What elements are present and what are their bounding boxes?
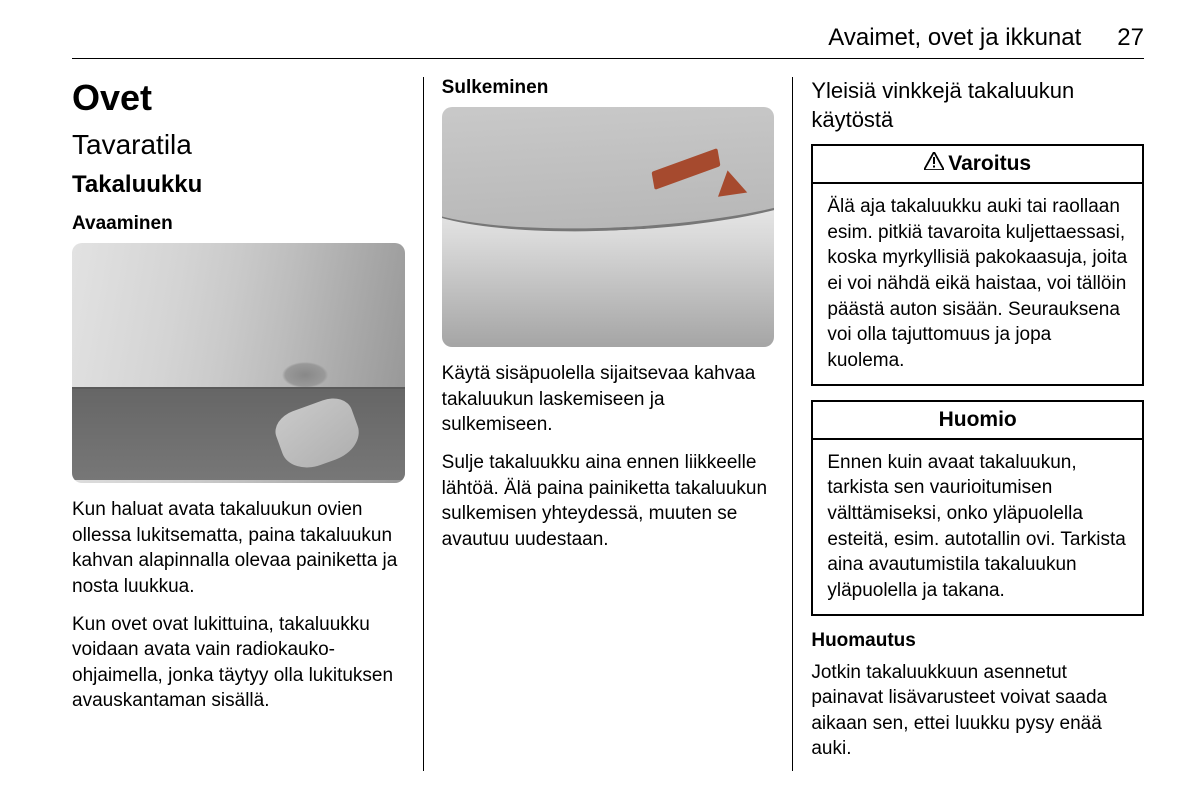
illustration-open-tailgate [72,243,405,483]
para-huomautus: Jotkin takaluukkuun asennetut painavat l… [811,660,1144,763]
notice-body: Ennen kuin avaat takaluukun, tarkista se… [813,440,1142,614]
heading-avaaminen: Avaaminen [72,213,405,235]
para-open-locked: Kun ovet ovat lukittuina, takaluukku voi… [72,612,405,715]
notice-callout: Huomio Ennen kuin avaat takaluukun, tark… [811,400,1144,616]
arrow-icon [652,148,721,190]
heading-takaluukku: Takaluukku [72,171,405,199]
warning-icon [924,152,944,176]
chapter-title: Avaimet, ovet ja ikkunat [828,24,1081,52]
heading-ovet: Ovet [72,77,405,119]
column-2: Sulkeminen Käytä sisäpuolella sijaitseva… [424,77,793,771]
notice-header: Huomio [813,402,1142,440]
para-close-before-drive: Sulje takaluukku aina ennen liikkeelle l… [442,450,775,553]
warning-callout: Varoitus Älä aja takaluukku auki tai rao… [811,144,1144,385]
content-columns: Ovet Tavaratila Takaluukku Avaaminen Kun… [72,77,1144,771]
page-header: Avaimet, ovet ja ikkunat 27 [72,24,1144,59]
page-number: 27 [1117,24,1144,52]
heading-general-hints: Yleisiä vinkkejä takaluukun käytöstä [811,77,1144,134]
warning-title: Varoitus [948,152,1031,175]
warning-header: Varoitus [813,146,1142,184]
illustration-close-tailgate [442,107,775,347]
column-3: Yleisiä vinkkejä takaluukun käytöstä Var… [793,77,1144,771]
manual-page: Avaimet, ovet ja ikkunat 27 Ovet Tavarat… [0,0,1200,802]
heading-huomautus: Huomautus [811,630,1144,652]
para-open-unlocked: Kun haluat avata takaluukun ovien olless… [72,497,405,600]
heading-sulkeminen: Sulkeminen [442,77,775,99]
heading-tavaratila: Tavaratila [72,129,405,161]
warning-body: Älä aja takaluukku auki tai raollaan esi… [813,184,1142,383]
para-close-handle: Käytä sisäpuolella sijaitsevaa kahvaa ta… [442,361,775,438]
column-1: Ovet Tavaratila Takaluukku Avaaminen Kun… [72,77,423,771]
